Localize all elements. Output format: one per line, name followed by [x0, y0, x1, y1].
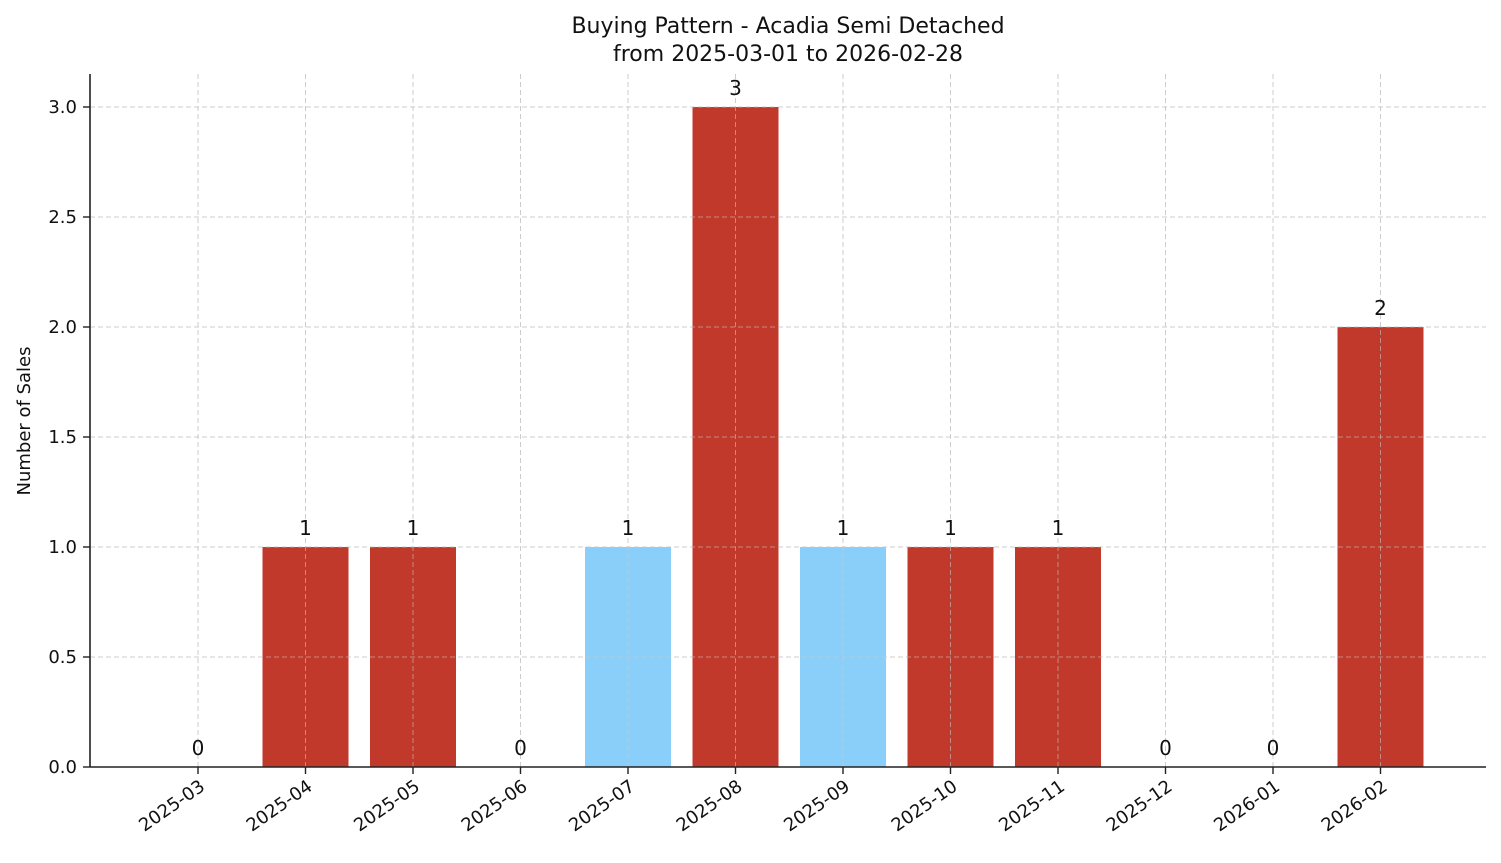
value-label-2025-05: 1	[407, 516, 420, 540]
value-label-2025-11: 1	[1052, 516, 1065, 540]
x-tick-label-2025-12: 2025-12	[1103, 776, 1177, 836]
x-tick-label-2025-09: 2025-09	[780, 776, 854, 836]
value-label-2025-12: 0	[1159, 736, 1172, 760]
value-label-2025-06: 0	[514, 736, 527, 760]
chart-title: Buying Pattern - Acadia Semi Detached	[571, 14, 1004, 39]
y-axis-ticks: 0.0 0.5 1.0 1.5 2.0 2.5 3.0	[48, 97, 90, 778]
x-tick-label-2025-08: 2025-08	[673, 776, 747, 836]
gridlines-overlay	[90, 74, 1486, 768]
x-tick-label-2025-10: 2025-10	[888, 776, 962, 836]
value-label-2026-02: 2	[1374, 296, 1387, 320]
x-tick-label-2025-11: 2025-11	[995, 776, 1069, 836]
x-axis-ticks: 2025-03 2025-04 2025-05 2025-06 2025-07 2025-…	[135, 767, 1391, 836]
value-labels: 0 1 1 0 1 3 1 1 1 0 0 2	[192, 76, 1387, 760]
x-tick-label-2025-05: 2025-05	[350, 776, 424, 836]
y-tick-label: 2.0	[48, 317, 77, 338]
value-label-2025-09: 1	[837, 516, 850, 540]
y-tick-label: 0.0	[48, 757, 77, 778]
value-label-2025-08: 3	[729, 76, 742, 100]
value-label-2025-10: 1	[944, 516, 957, 540]
x-tick-label-2026-02: 2026-02	[1318, 776, 1392, 836]
y-tick-label: 0.5	[48, 647, 77, 668]
value-label-2025-04: 1	[299, 516, 312, 540]
y-tick-label: 1.0	[48, 537, 77, 558]
x-tick-label-2025-03: 2025-03	[135, 776, 209, 836]
y-tick-label: 1.5	[48, 427, 77, 448]
x-tick-label-2026-01: 2026-01	[1210, 776, 1284, 836]
value-label-2025-07: 1	[622, 516, 635, 540]
x-tick-label-2025-07: 2025-07	[565, 776, 639, 836]
value-label-2025-03: 0	[192, 736, 205, 760]
value-label-2026-01: 0	[1267, 736, 1280, 760]
chart-subtitle: from 2025-03-01 to 2026-02-28	[613, 42, 963, 67]
y-tick-label: 2.5	[48, 207, 77, 228]
y-tick-label: 3.0	[48, 97, 77, 118]
x-tick-label-2025-06: 2025-06	[458, 776, 532, 836]
x-tick-label-2025-04: 2025-04	[243, 776, 317, 836]
y-axis-label: Number of Sales	[14, 346, 35, 495]
